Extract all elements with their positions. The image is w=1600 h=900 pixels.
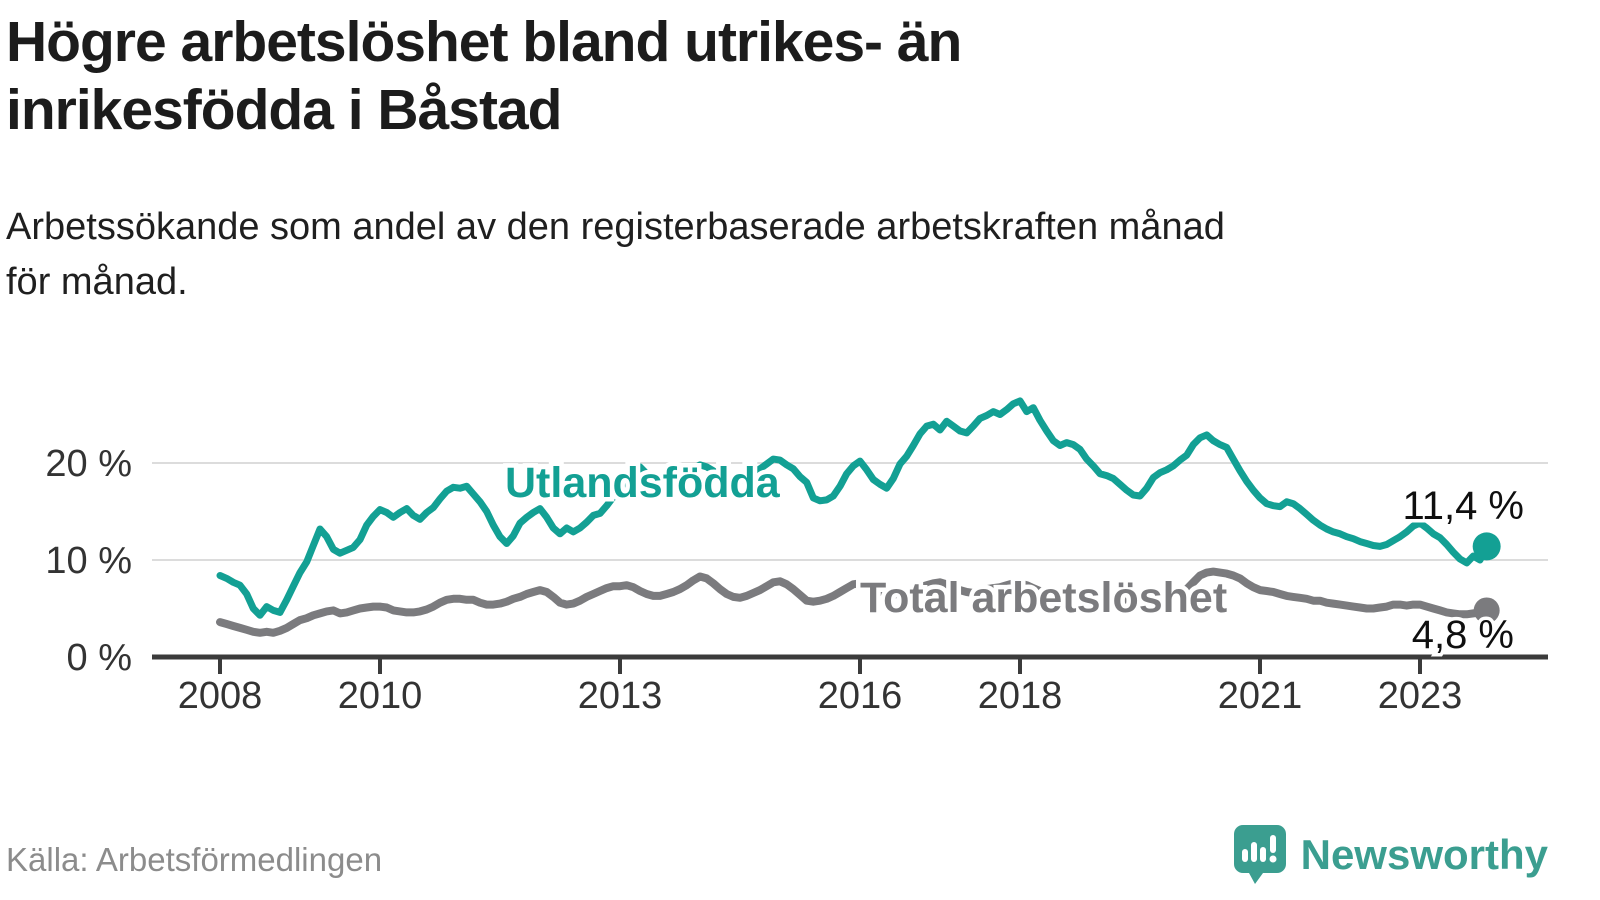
end-dot-total	[1473, 597, 1500, 624]
subtitle-line-1: Arbetssökande som andel av den registerb…	[6, 206, 1225, 248]
y-tick-label-10: 10 %	[45, 540, 132, 582]
x-tick-label-2010: 2010	[338, 675, 423, 717]
end-dot-utlandsfodda	[1472, 532, 1501, 561]
series-label-total: Total arbetslöshet	[860, 574, 1227, 622]
chart-subtitle: Arbetssökande som andel av den registerb…	[6, 200, 1576, 310]
x-tick-label-2023: 2023	[1378, 675, 1463, 717]
y-tick-label-20: 20 %	[45, 443, 132, 485]
x-tick-label-2016: 2016	[818, 675, 903, 717]
series-line-utlandsfodda	[216, 397, 1491, 619]
newsworthy-speech-bubble-bar-chart-icon	[1233, 825, 1286, 884]
brand-logo: Newsworthy	[1233, 824, 1548, 886]
title-line-2: inrikesfödda i Båstad	[6, 78, 563, 142]
source-note: Källa: Arbetsförmedlingen	[6, 841, 383, 878]
subtitle-line-2: för månad.	[6, 261, 188, 303]
end-value-total: 4,8 %	[1412, 613, 1514, 657]
page-title: Högre arbetslöshet bland utrikes- än inr…	[6, 8, 1566, 144]
x-tick-label-2021: 2021	[1218, 675, 1303, 717]
title-line-1: Högre arbetslöshet bland utrikes- än	[6, 10, 962, 74]
brand-name: Newsworthy	[1300, 831, 1548, 878]
x-tick-label-2018: 2018	[978, 675, 1063, 717]
x-tick-label-2008: 2008	[178, 675, 263, 717]
y-tick-label-0: 0 %	[67, 637, 132, 679]
series-label-utlandsfodda: Utlandsfödda	[505, 459, 781, 507]
series-line-total	[216, 567, 1491, 637]
x-tick-label-2013: 2013	[578, 675, 663, 717]
end-value-utlandsfodda: 11,4 %	[1402, 484, 1524, 528]
